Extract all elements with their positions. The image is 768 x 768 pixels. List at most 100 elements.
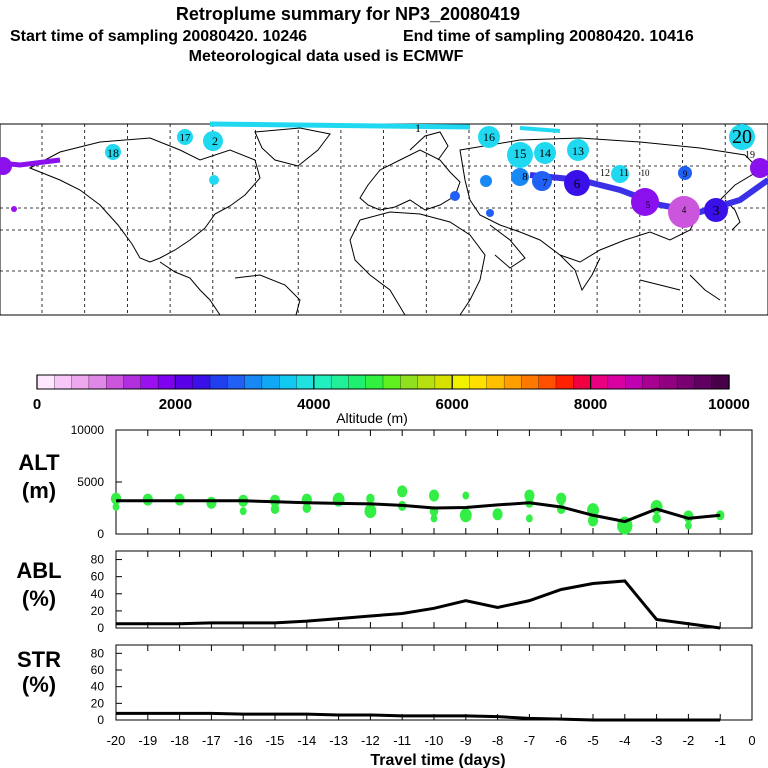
- panel-str: 80 60 40 20 0 STR(%): [17, 644, 753, 727]
- panel-ylabel: (%): [22, 586, 56, 611]
- plume-day-label: 7: [542, 177, 548, 189]
- plume-dot: [105, 144, 121, 160]
- colorbar-cell: [538, 374, 557, 390]
- panel-ylabel: (%): [22, 672, 56, 697]
- x-tick-label: -2: [683, 733, 695, 748]
- colorbar-tick-label: 2000: [159, 396, 192, 413]
- alt-marker: [587, 514, 599, 527]
- x-tick-label: -1: [714, 733, 726, 748]
- colorbar-cell: [348, 374, 367, 390]
- colorbar-cell: [227, 374, 246, 390]
- alt-marker: [430, 514, 438, 523]
- plume-dot: [564, 170, 590, 196]
- colorbar-cell: [71, 374, 90, 390]
- alt-marker: [112, 502, 120, 511]
- alt-marker: [364, 504, 377, 519]
- alt-marker: [459, 508, 472, 523]
- plume-dot: [611, 165, 629, 183]
- plume-dot: [678, 166, 692, 180]
- colorbar-cell: [625, 374, 644, 390]
- panel-ylabel: (m): [22, 478, 56, 503]
- plume-day-label: 1: [415, 121, 421, 135]
- met-data-label: Meteorological data used is ECMWF: [189, 48, 464, 65]
- colorbar-cell: [382, 374, 401, 390]
- y-tick-label: 20: [91, 696, 105, 710]
- colorbar-cell: [711, 374, 730, 390]
- x-tick-label: -16: [234, 733, 253, 748]
- colorbar-cell: [123, 374, 142, 390]
- x-tick-label: -15: [266, 733, 285, 748]
- plume-day-label: 17: [180, 132, 192, 144]
- series-line: [116, 579, 721, 630]
- colorbar-label: Altitude (m): [336, 410, 408, 426]
- panel-alt: 10000 5000 0 ALT (m): [18, 423, 753, 541]
- plume-dot: [450, 191, 460, 201]
- colorbar-cell: [434, 374, 453, 390]
- coastlines: [28, 127, 761, 316]
- plume-day-labels: 20 19 18 17 16 15 14 13 12 11 10 9 8 7 6 5 4 3 2 1: [107, 121, 755, 219]
- alt-marker: [526, 514, 533, 523]
- colorbar-cell: [175, 374, 194, 390]
- colorbar-cell: [486, 374, 505, 390]
- alt-marker: [556, 492, 567, 505]
- plume-dot: [478, 126, 500, 148]
- x-tick-label: -17: [202, 733, 221, 748]
- chart-title: Retroplume summary for NP3_20080419: [176, 4, 520, 24]
- plume-dot: [203, 131, 223, 151]
- colorbar-cell: [192, 374, 211, 390]
- plume-day-label: 12: [600, 168, 610, 179]
- y-tick-label: 20: [91, 604, 105, 618]
- series-line: [116, 499, 721, 524]
- x-tick-label: -4: [619, 733, 631, 748]
- colorbar-tick-label: 4000: [297, 396, 330, 413]
- colorbar-cell: [469, 374, 488, 390]
- colorbar-cell: [452, 374, 471, 390]
- plume-dot: [668, 196, 700, 228]
- plume-day-label: 16: [483, 130, 495, 144]
- plume-dot: [567, 139, 589, 161]
- colorbar-cell: [106, 374, 125, 390]
- colorbar-cells: [36, 374, 730, 390]
- alt-marker: [239, 507, 247, 516]
- colorbar-cell: [590, 374, 609, 390]
- plume-day-label: 14: [539, 146, 551, 160]
- alt-marker: [685, 521, 692, 530]
- x-tick-label: -12: [361, 733, 380, 748]
- panel-ylabel: STR: [17, 647, 61, 672]
- alt-marker: [206, 496, 217, 509]
- plume-dot: [11, 206, 17, 212]
- colorbar-tick-label: 8000: [574, 396, 607, 413]
- x-tick-label: -14: [297, 733, 316, 748]
- colorbar-cell: [330, 374, 350, 390]
- colorbar-cell: [417, 374, 436, 390]
- colorbar-cell: [555, 374, 574, 390]
- x-tick-label: -7: [524, 733, 536, 748]
- y-tick-label: 0: [97, 527, 104, 541]
- alt-marker: [652, 513, 661, 524]
- plume-dot: [534, 142, 556, 164]
- plume-dot: [486, 209, 494, 217]
- plume-dot: [532, 171, 552, 191]
- y-tick-label: 80: [91, 646, 105, 660]
- plume-day-label: 20: [732, 126, 752, 148]
- y-tick-label: 60: [91, 663, 105, 677]
- x-tick-label: -9: [460, 733, 472, 748]
- alt-marker: [428, 489, 440, 502]
- colorbar-cell: [54, 374, 73, 390]
- x-tick-label: -5: [587, 733, 599, 748]
- alt-marker: [397, 485, 408, 498]
- colorbar-cell: [503, 374, 523, 390]
- colorbar-cell: [694, 374, 713, 390]
- colorbar-cell: [140, 374, 159, 390]
- plume-clusters: [0, 124, 768, 228]
- colorbar-tick-label: 0: [33, 396, 41, 413]
- panel-ylabel: ABL: [16, 558, 61, 583]
- x-tick-label: 0: [748, 733, 755, 748]
- colorbar-cell: [313, 374, 332, 390]
- x-tick-label: -18: [170, 733, 189, 748]
- alt-marker: [524, 489, 535, 502]
- y-tick-label: 10000: [71, 423, 105, 437]
- y-tick-label: 0: [97, 621, 104, 635]
- x-tick-label: -11: [393, 733, 411, 748]
